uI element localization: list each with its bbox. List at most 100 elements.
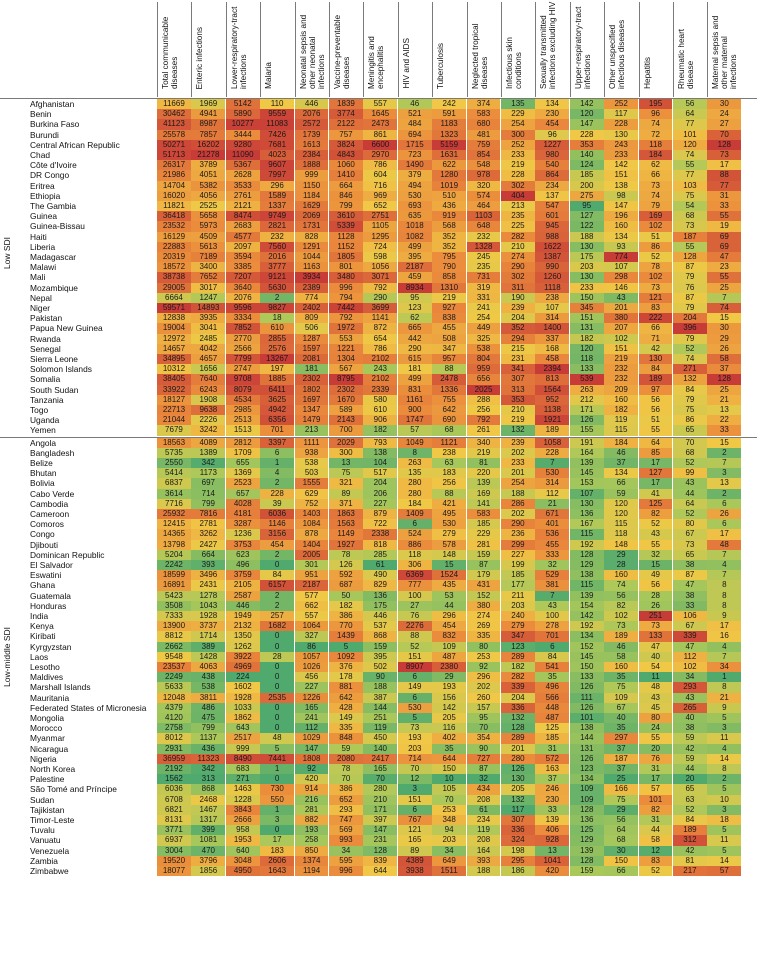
heatmap-cell: 57 xyxy=(638,784,673,795)
heatmap-cell: 21 xyxy=(535,498,570,509)
heatmap-cell: 216 xyxy=(294,794,329,805)
heatmap-cell: 881 xyxy=(329,682,363,693)
heatmap-cell: 16129 xyxy=(157,231,191,242)
heatmap-cell: 700 xyxy=(329,425,363,436)
heatmap-cell: 25932 xyxy=(157,509,191,520)
heatmap-cell: 1563 xyxy=(329,519,363,530)
country-label: Lesotho xyxy=(30,662,60,672)
heatmap-cell: 103 xyxy=(673,180,707,191)
heatmap-cell: 131 xyxy=(569,323,604,334)
heatmap-cell: 199 xyxy=(501,560,535,571)
heatmap-cell: 331 xyxy=(466,292,501,303)
heatmap-cell: 886 xyxy=(397,539,432,550)
heatmap-cell: 2302 xyxy=(329,384,363,395)
heatmap-cell: 598 xyxy=(363,252,398,263)
heatmap-cell: 644 xyxy=(363,866,398,877)
country-label: Solomon Islands xyxy=(30,364,92,375)
heatmap-cell: 5973 xyxy=(191,221,226,232)
heatmap-cell: 139 xyxy=(569,845,604,856)
heatmap-cell: 352 xyxy=(432,241,467,252)
column-divider xyxy=(260,2,261,97)
heatmap-cell: 119 xyxy=(363,723,398,734)
heatmap-cell: 2102 xyxy=(363,374,398,385)
heatmap-cell: 61 xyxy=(363,560,398,571)
heatmap-cell: 1490 xyxy=(397,160,432,171)
heatmap-cell: 434 xyxy=(466,784,501,795)
heatmap-cell: 550 xyxy=(260,794,295,805)
heatmap-cell: 958 xyxy=(225,825,260,836)
heatmap-cell: 101 xyxy=(638,794,673,805)
heatmap-cell: 31 xyxy=(638,815,673,826)
heatmap-cell: 2 xyxy=(707,447,742,458)
heatmap-cell: 92 xyxy=(294,764,329,775)
heatmap-cell: 449 xyxy=(466,323,501,334)
heatmap-cell: 1856 xyxy=(191,866,226,877)
table-row: Nepal 6664 1247 2076 2 774 794 290 95 219 331 190 23… xyxy=(0,292,757,303)
heatmap-cell: 70 xyxy=(466,723,501,734)
heatmap-cell: 134 xyxy=(569,774,604,785)
heatmap-cell: 336 xyxy=(501,702,535,713)
heatmap-cell: 109 xyxy=(432,641,467,652)
heatmap-cell: 6 xyxy=(397,692,432,703)
heatmap-cell: 107 xyxy=(569,488,604,499)
heatmap-cell: 125 xyxy=(638,498,673,509)
heatmap-cell: 2105 xyxy=(225,580,260,591)
heatmap-cell: 201 xyxy=(501,468,535,479)
heatmap-cell: 211 xyxy=(501,590,535,601)
heatmap-cell: 279 xyxy=(432,529,467,540)
table-row: Honduras 3508 1043 446 2 662 182 175 27 44 380 203 4… xyxy=(0,600,757,611)
heatmap-cell: 1555 xyxy=(294,478,329,489)
heatmap-cell: 209 xyxy=(604,384,639,395)
heatmap-cell: 1 xyxy=(260,764,295,775)
heatmap-cell: 155 xyxy=(569,425,604,436)
country-label: Kiribati xyxy=(30,631,56,642)
table-row: Cambodia 7716 799 4028 39 752 371 227 184 421 141 2… xyxy=(0,498,757,509)
heatmap-cell: 70 xyxy=(397,764,432,775)
heatmap-cell: 4941 xyxy=(191,109,226,120)
heatmap-cell: 74 xyxy=(673,354,707,365)
heatmap-cell: 644 xyxy=(432,753,467,764)
heatmap-cell: 313 xyxy=(191,774,226,785)
heatmap-cell: 269 xyxy=(466,621,501,632)
heatmap-cell: 36418 xyxy=(157,211,191,222)
heatmap-cell: 2016 xyxy=(260,252,295,263)
heatmap-cell: 399 xyxy=(191,825,226,836)
heatmap-cell: 4379 xyxy=(157,702,191,713)
heatmap-cell: 3 xyxy=(260,815,295,826)
heatmap-cell: 1682 xyxy=(260,621,295,632)
heatmap-cell: 76 xyxy=(638,753,673,764)
heatmap-cell: 4028 xyxy=(225,498,260,509)
heatmap-cell: 978 xyxy=(466,170,501,181)
table-row: Lesotho 23537 4063 4969 0 1026 376 502 8907 2380 9… xyxy=(0,662,757,673)
country-label: Niger xyxy=(30,303,51,313)
heatmap-cell: 184 xyxy=(638,150,673,161)
heatmap-cell: 135 xyxy=(397,468,432,479)
heatmap-cell: 112 xyxy=(673,651,707,662)
heatmap-cell: 131 xyxy=(569,743,604,754)
heatmap-cell: 227 xyxy=(363,498,398,509)
heatmap-cell: 219 xyxy=(501,160,535,171)
heatmap-cell: 126 xyxy=(569,415,604,426)
heatmap-cell: 73 xyxy=(707,150,742,161)
heatmap-cell: 189 xyxy=(638,374,673,385)
country-label: Burkina Faso xyxy=(30,119,80,130)
heatmap-cell: 2005 xyxy=(294,549,329,560)
heatmap-cell: 66 xyxy=(638,323,673,334)
heatmap-cell: 163 xyxy=(535,764,570,775)
heatmap-cell: 7679 xyxy=(157,425,191,436)
country-label: India xyxy=(30,611,49,621)
heatmap-cell: 260 xyxy=(466,692,501,703)
heatmap-cell: 117 xyxy=(604,109,639,120)
heatmap-cell: 55 xyxy=(638,425,673,436)
heatmap-cell: 138 xyxy=(363,447,398,458)
column-divider xyxy=(225,2,227,97)
heatmap-cell: 84 xyxy=(673,815,707,826)
heatmap-cell: 238 xyxy=(432,447,467,458)
heatmap-cell: 393 xyxy=(466,855,501,866)
heatmap-cell: 31 xyxy=(707,190,742,201)
heatmap-cell: 52 xyxy=(638,519,673,530)
heatmap-cell: 55 xyxy=(638,733,673,744)
heatmap-cell: 1221 xyxy=(329,343,363,354)
heatmap-cell: 256 xyxy=(466,405,501,416)
heatmap-cell: 0 xyxy=(260,631,295,642)
